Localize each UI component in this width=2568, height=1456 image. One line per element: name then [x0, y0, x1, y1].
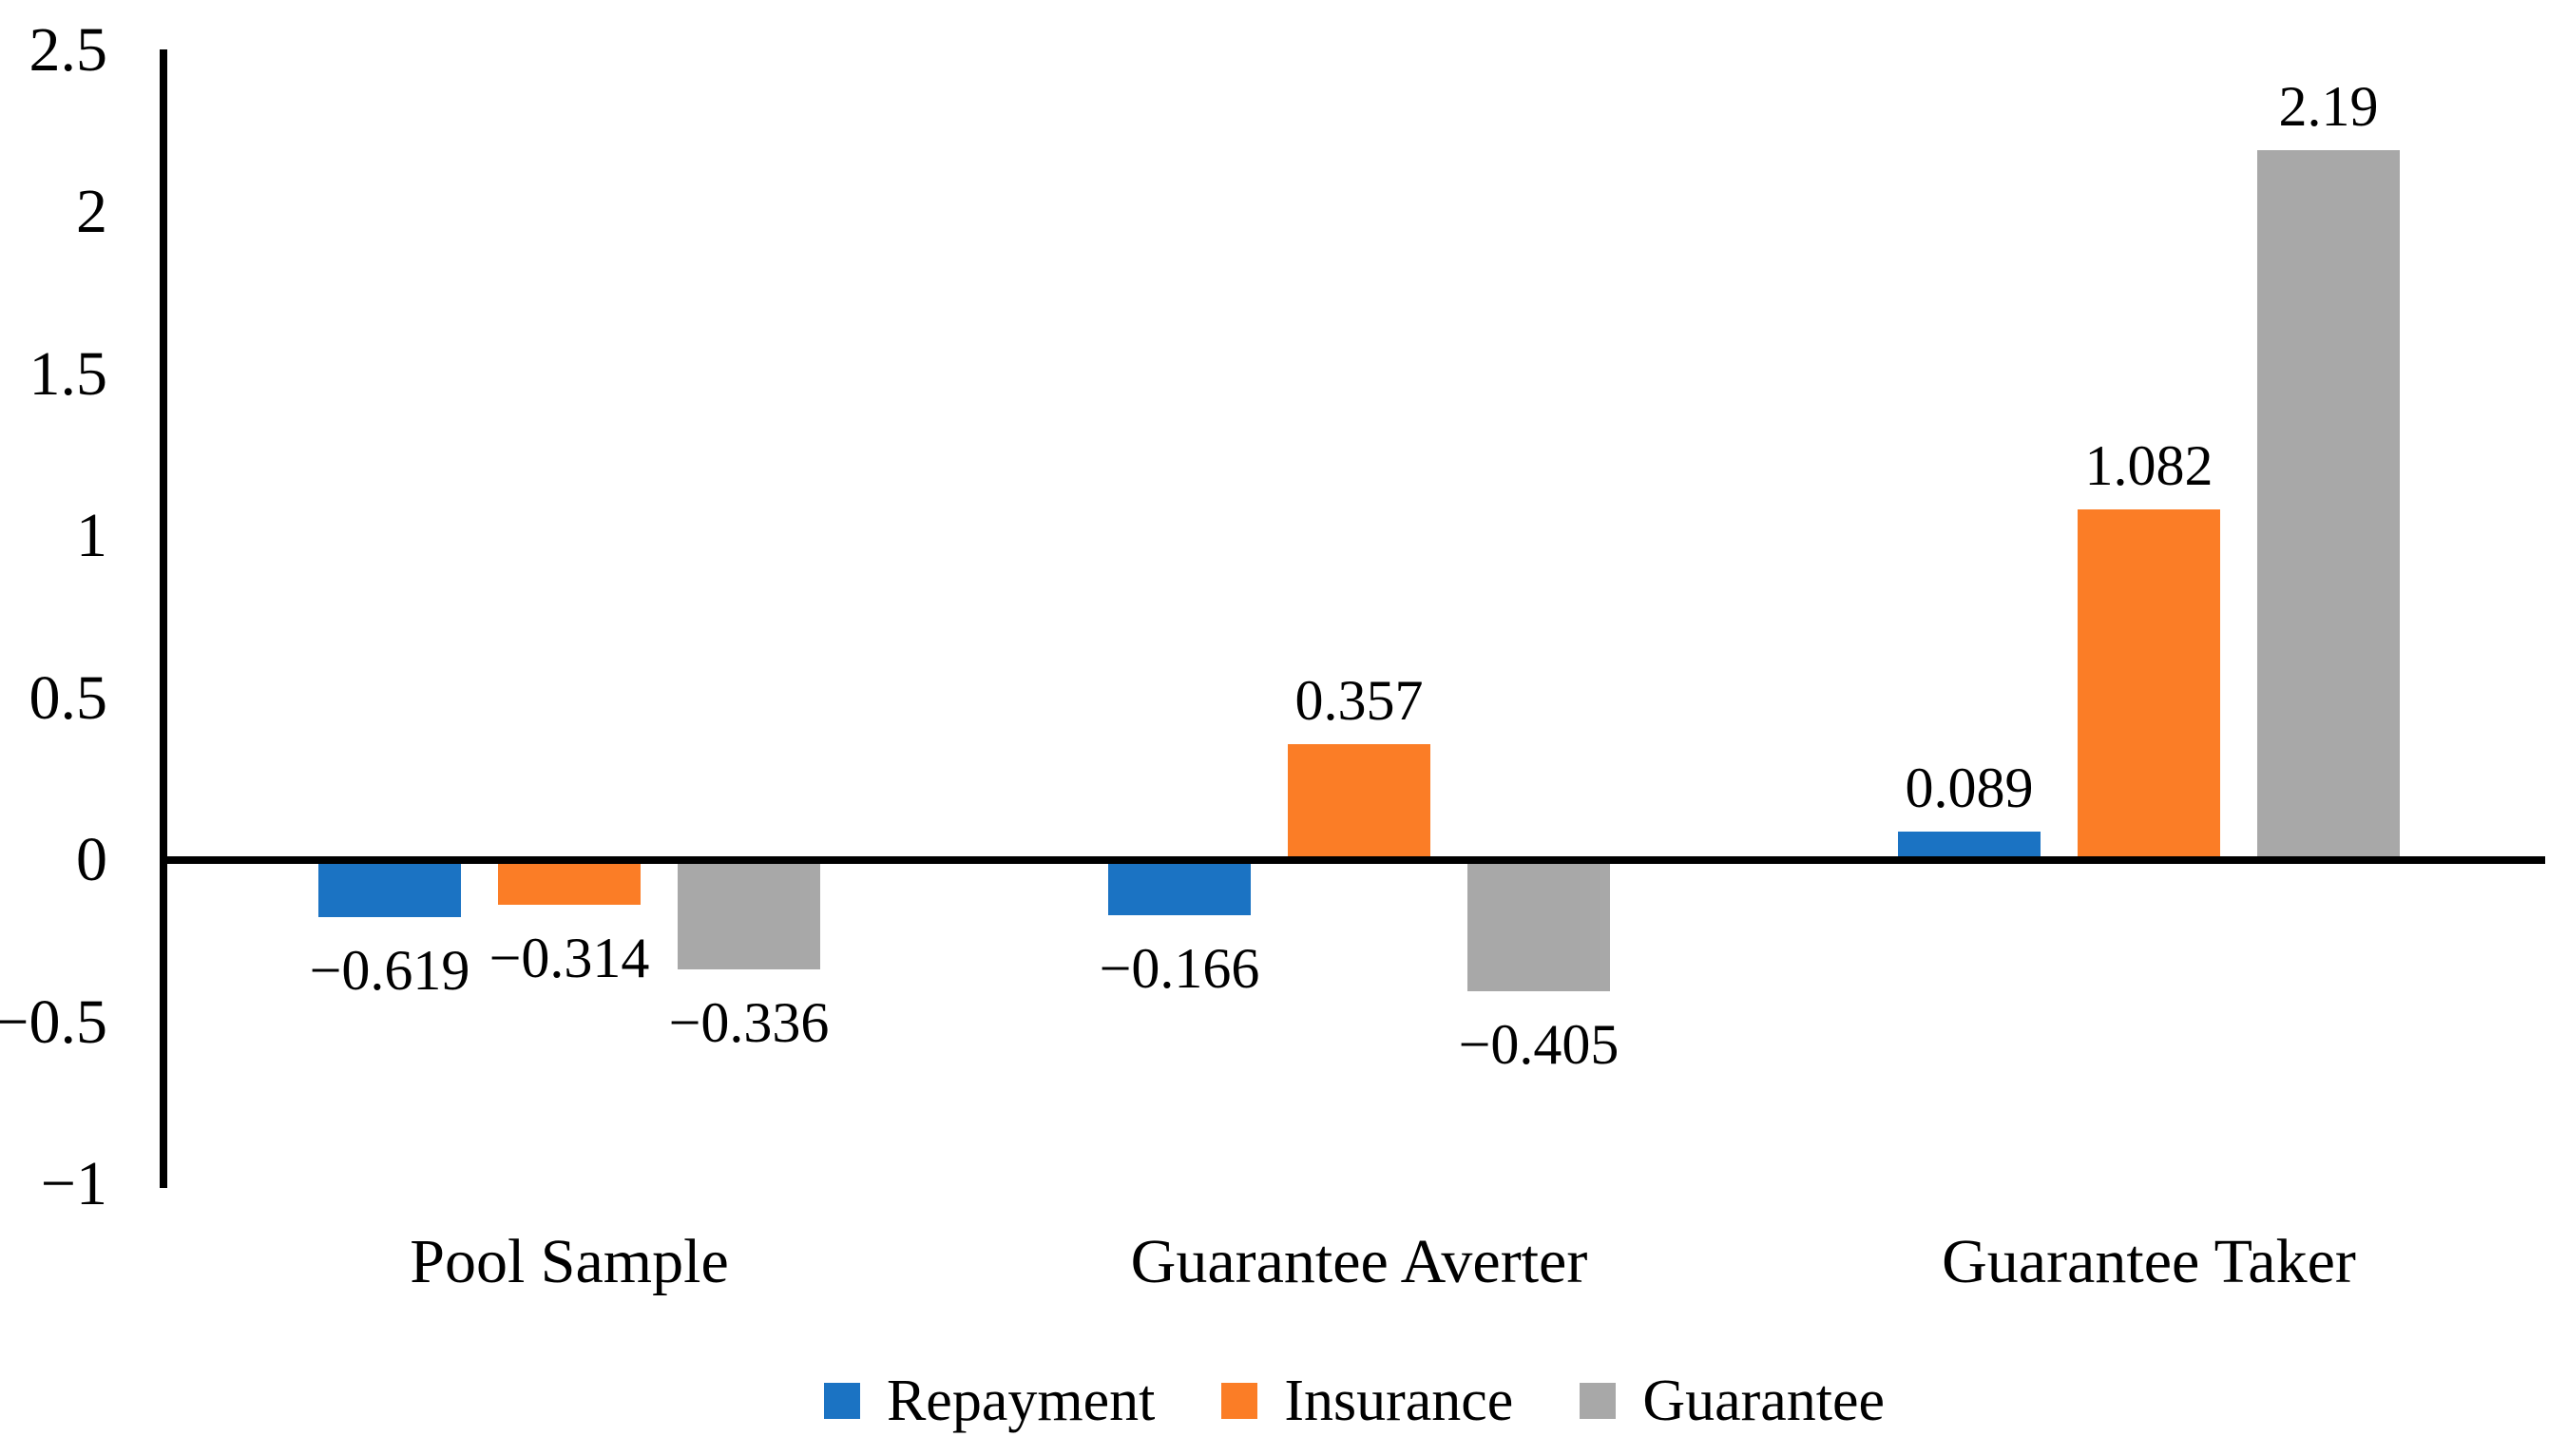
- bar-insurance-guarantee-averter: [1288, 744, 1430, 860]
- bar-repayment-guarantee-taker: [1898, 832, 2041, 860]
- category-label-pool-sample: Pool Sample: [410, 1227, 729, 1296]
- bar-repayment-pool-sample: [318, 860, 461, 917]
- y-tick-label-1: 1: [76, 501, 107, 570]
- data-label-guarantee-guarantee-taker: 2.19: [2278, 75, 2379, 138]
- bar-guarantee-guarantee-taker: [2257, 150, 2400, 860]
- data-label-repayment-guarantee-taker: 0.089: [1905, 757, 2034, 819]
- bar-insurance-pool-sample: [498, 860, 641, 905]
- y-tick-label-1-5: 1.5: [29, 338, 108, 409]
- data-label-insurance-pool-sample: −0.314: [489, 927, 650, 989]
- legend-label-guarantee: Guarantee: [1642, 1369, 1886, 1433]
- y-tick-label--0-5: −0.5: [0, 987, 107, 1057]
- legend-label-insurance: Insurance: [1284, 1369, 1514, 1433]
- legend-item-insurance: Insurance: [1221, 1365, 1513, 1437]
- y-tick-label-0-5: 0.5: [29, 662, 108, 733]
- data-label-guarantee-guarantee-averter: −0.405: [1458, 1013, 1619, 1076]
- legend-swatch-icon-insurance: [1221, 1383, 1258, 1419]
- category-label-guarantee-taker: Guarantee Taker: [1942, 1227, 2356, 1296]
- data-label-repayment-guarantee-averter: −0.166: [1099, 937, 1260, 1000]
- y-tick-label--1: −1: [40, 1149, 107, 1218]
- bar-insurance-guarantee-taker: [2078, 509, 2220, 860]
- y-axis-line: [160, 49, 167, 1188]
- bar-guarantee-pool-sample: [678, 860, 820, 969]
- data-label-guarantee-pool-sample: −0.336: [668, 991, 830, 1054]
- x-axis-zero-line: [160, 856, 2545, 864]
- data-label-insurance-guarantee-averter: 0.357: [1294, 669, 1424, 732]
- y-tick-label-2: 2: [76, 177, 107, 246]
- bar-repayment-guarantee-averter: [1108, 860, 1251, 915]
- y-tick-label-2-5: 2.5: [29, 14, 108, 85]
- bar-guarantee-guarantee-averter: [1467, 860, 1610, 991]
- data-label-repayment-pool-sample: −0.619: [309, 939, 470, 1002]
- category-label-guarantee-averter: Guarantee Averter: [1130, 1227, 1588, 1296]
- legend-label-repayment: Repayment: [886, 1369, 1156, 1433]
- legend-swatch-icon-repayment: [823, 1383, 860, 1419]
- data-label-insurance-guarantee-taker: 1.082: [2084, 434, 2213, 497]
- legend-item-repayment: Repayment: [823, 1365, 1156, 1437]
- legend-swatch-icon-guarantee: [1580, 1383, 1617, 1419]
- legend-item-guarantee: Guarantee: [1580, 1365, 1885, 1437]
- y-tick-label-0: 0: [76, 825, 107, 894]
- legend: Repayment Insurance Guarantee: [163, 1365, 2545, 1437]
